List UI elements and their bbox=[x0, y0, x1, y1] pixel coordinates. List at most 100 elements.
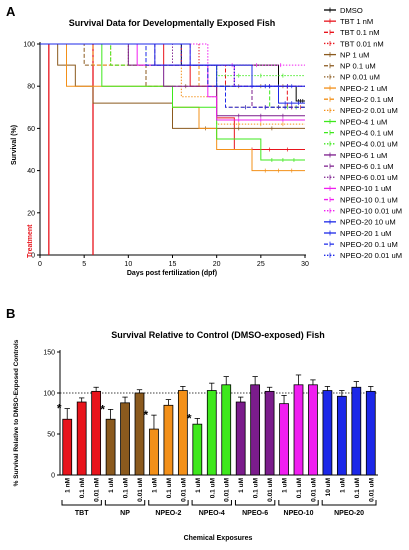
legend-entry: NPEO-10 0.1 uM bbox=[340, 195, 398, 204]
x-tick-label: 20 bbox=[213, 261, 221, 268]
bar-label: 1 uM bbox=[108, 478, 115, 493]
y-tick-label: 20 bbox=[27, 210, 35, 217]
legend-entry: NPEO-20 10 uM bbox=[340, 218, 396, 227]
bar bbox=[250, 384, 261, 476]
relative-chart-title: Survival Relative to Control (DMSO-expos… bbox=[111, 330, 325, 340]
legend-entry: NPEO-4 0.1 uM bbox=[340, 128, 394, 137]
series-line bbox=[40, 43, 305, 104]
group-bracket bbox=[321, 500, 377, 506]
bar-label: 0.1 uM bbox=[354, 478, 361, 498]
bar bbox=[149, 428, 159, 476]
group-bracket bbox=[148, 500, 189, 506]
bar-label: 0.01 uM bbox=[224, 478, 231, 502]
bar bbox=[264, 390, 275, 476]
series-line bbox=[40, 43, 305, 87]
significance-marker: * bbox=[57, 402, 62, 416]
legend-entry: NPEO-2 1 uM bbox=[340, 84, 387, 93]
legend-entry: NP 1 uM bbox=[340, 50, 369, 59]
bar-label: 0.01 uM bbox=[310, 478, 317, 502]
x-tick-label: 0 bbox=[38, 261, 42, 268]
bar bbox=[235, 401, 246, 476]
x-tick-label: 25 bbox=[257, 261, 265, 268]
bar bbox=[134, 392, 145, 476]
bar-label: 0.1 uM bbox=[209, 478, 216, 498]
bar-label: 1 nM bbox=[65, 478, 72, 493]
series-line bbox=[40, 43, 305, 161]
y-tick-label: 100 bbox=[23, 42, 35, 49]
bar-label: 1 uM bbox=[238, 478, 245, 493]
legend-entry: NPEO-4 1 uM bbox=[340, 117, 387, 126]
group-bracket bbox=[61, 500, 102, 506]
survival-chart: 0 20 40 60 80 100 0 5 10 15 20 25 30 bbox=[23, 42, 309, 269]
bar-label: 1 uM bbox=[195, 478, 202, 493]
bar-label: 0.1 uM bbox=[123, 478, 130, 498]
bar bbox=[206, 390, 217, 476]
group-label: NPEO-6 bbox=[242, 510, 268, 517]
y-tick-label: 40 bbox=[27, 168, 35, 175]
y-tick-label: 150 bbox=[43, 350, 55, 357]
treatment-label: Treatment bbox=[27, 224, 34, 258]
series-line bbox=[40, 43, 305, 108]
x-tick-label: 30 bbox=[301, 261, 309, 268]
relative-chart-xlabel: Chemical Exposures bbox=[184, 535, 253, 542]
legend-entry: NPEO-20 0.01 uM bbox=[340, 251, 402, 260]
relative-chart-ylabel: % Survival Relative to DMSO-Exposed Cont… bbox=[13, 339, 20, 486]
bar bbox=[279, 403, 289, 476]
relative-survival-chart: 0 50 100 150 * 1 nM 0.1 nM 0.01 nM * 1 uM 0.1 uM 0.… bbox=[43, 350, 378, 517]
bar-label: 0.1 uM bbox=[296, 478, 303, 498]
y-tick-label: 80 bbox=[27, 84, 35, 91]
legend-entry: NPEO-20 0.1 uM bbox=[340, 240, 398, 249]
legend-entry: NPEO-20 1 uM bbox=[340, 229, 392, 238]
survival-chart-xlabel: Days post fertilization (dpf) bbox=[127, 270, 217, 277]
bar bbox=[62, 418, 73, 476]
legend-entry: NP 0.1 uM bbox=[340, 62, 376, 71]
survival-chart-ylabel: Survival (%) bbox=[11, 125, 18, 165]
legend-entry: TBT 1 nM bbox=[340, 17, 373, 26]
bar-label: 1 uM bbox=[282, 478, 289, 493]
series-line bbox=[40, 43, 305, 108]
bar-label: 0.1 nM bbox=[79, 478, 86, 498]
bar-label: 0.1 uM bbox=[166, 478, 173, 498]
bar bbox=[293, 384, 304, 476]
y-tick-label: 60 bbox=[27, 126, 35, 133]
survival-chart-title: Survival Data for Developmentally Expose… bbox=[69, 18, 276, 28]
x-tick-label: 10 bbox=[124, 261, 132, 268]
panel-b-label: B bbox=[6, 306, 15, 321]
group-bracket bbox=[104, 500, 146, 506]
series-line bbox=[40, 43, 305, 108]
bar bbox=[192, 423, 203, 476]
legend-entry: NPEO-6 0.01 uM bbox=[340, 173, 398, 182]
bar bbox=[177, 390, 188, 476]
group-bracket bbox=[278, 500, 319, 506]
x-tick-label: 5 bbox=[82, 261, 86, 268]
significance-marker: * bbox=[144, 408, 149, 422]
bar bbox=[163, 404, 174, 476]
bar-label: 0.1 uM bbox=[253, 478, 260, 498]
bar-label: 1 uM bbox=[339, 478, 346, 493]
y-tick-label: 50 bbox=[47, 432, 55, 439]
panel-a-label: A bbox=[6, 4, 16, 19]
legend-entry: NPEO-2 0.01 uM bbox=[340, 106, 398, 115]
legend-entry: TBT 0.1 nM bbox=[340, 28, 380, 37]
legend-entry: NPEO-2 0.1 uM bbox=[340, 95, 394, 104]
bar-label: 1 uM bbox=[151, 478, 158, 493]
group-label: NPEO-10 bbox=[284, 510, 314, 517]
bar-label: 0.01 nM bbox=[94, 478, 101, 502]
bar-label: 0.01 uM bbox=[267, 478, 274, 502]
y-tick-label: 0 bbox=[31, 253, 35, 260]
group-bracket bbox=[191, 500, 232, 506]
group-label: NPEO-4 bbox=[199, 510, 225, 517]
bar bbox=[221, 384, 232, 476]
bar bbox=[351, 386, 362, 476]
y-tick-label: 0 bbox=[51, 473, 55, 480]
bar-label: 0.01 uM bbox=[137, 478, 144, 502]
group-label: NPEO-20 bbox=[334, 510, 364, 517]
legend-entry: NPEO-10 1 uM bbox=[340, 184, 392, 193]
bar-label: 0.01 uM bbox=[368, 478, 375, 502]
bar-label: 10 uM bbox=[325, 478, 332, 496]
survival-legend: DMSO TBT 1 nM TBT 0.1 nM TBT 0.01 nM NP 1 uM… bbox=[324, 6, 402, 260]
group-label: TBT bbox=[75, 510, 89, 517]
group-label: NPEO-2 bbox=[155, 510, 181, 517]
legend-entry: TBT 0.01 nM bbox=[340, 39, 384, 48]
